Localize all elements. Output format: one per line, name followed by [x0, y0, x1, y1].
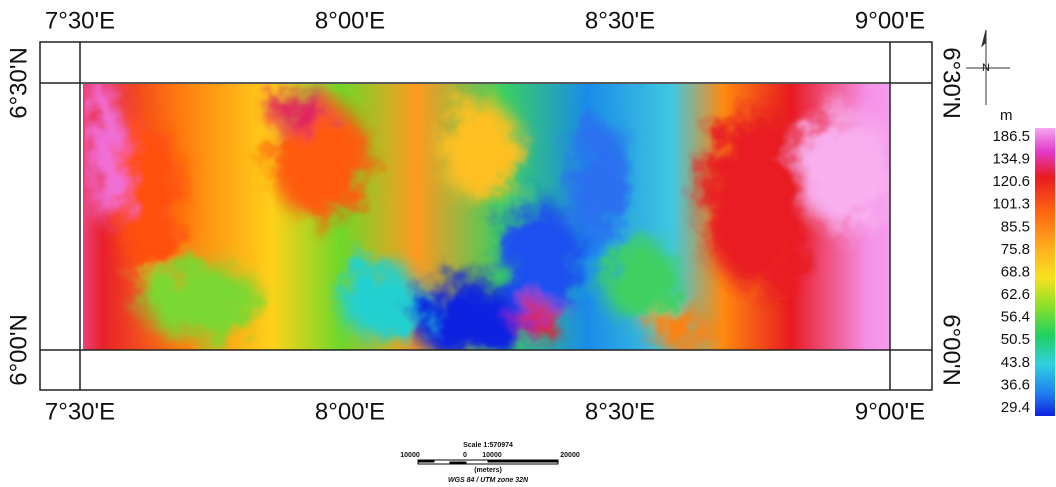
right-lat-label: 6°30'N [938, 47, 965, 119]
legend-value: 29.4 [1001, 399, 1030, 416]
top-lon-label: 7°30'E [45, 7, 115, 34]
legend-value: 120.6 [992, 173, 1030, 190]
map-figure: N m 7°30'E 8°00'E 8°30'E 9°00'E 7°30'E 8°00'E… [0, 0, 1056, 487]
legend-value: 101.3 [992, 196, 1030, 213]
scale-unit: (meters) [474, 467, 502, 474]
legend-value: 36.6 [1001, 376, 1030, 393]
legend-value: 56.4 [1001, 309, 1030, 326]
scale-tick-label: 10000 [400, 452, 420, 459]
legend-value: 75.8 [1001, 241, 1030, 258]
bottom-lon-label: 8°30'E [585, 398, 655, 425]
legend-value: 134.9 [992, 151, 1030, 168]
legend-value: 68.8 [1001, 263, 1030, 280]
top-lon-label: 8°30'E [585, 7, 655, 34]
legend-value: 85.5 [1001, 218, 1030, 235]
scale-tick-label: 0 [463, 452, 467, 459]
bottom-lon-label: 9°00'E [855, 398, 925, 425]
scale-title: Scale 1:570974 [463, 442, 513, 449]
scale-tick-label: 10000 [482, 452, 502, 459]
scale-tick-label: 20000 [560, 452, 580, 459]
legend-value: 50.5 [1001, 331, 1030, 348]
top-lon-label: 9°00'E [855, 7, 925, 34]
elevation-raster [60, 60, 910, 370]
left-lat-label: 6°00'N [5, 314, 32, 386]
legend-colorbar [1035, 128, 1055, 416]
bottom-lon-label: 8°00'E [315, 398, 385, 425]
right-lat-label: 6°00'N [938, 314, 965, 386]
bottom-lon-label: 7°30'E [45, 398, 115, 425]
projection: WGS 84 / UTM zone 32N [448, 477, 529, 484]
legend-value: 62.6 [1001, 286, 1030, 303]
north-label: N [982, 62, 990, 74]
top-lon-label: 8°00'E [315, 7, 385, 34]
legend-value: 186.5 [992, 128, 1030, 145]
legend-value: 43.8 [1001, 354, 1030, 371]
legend-unit: m [1000, 107, 1013, 124]
scale-bar [418, 460, 558, 464]
left-lat-label: 6°30'N [5, 47, 32, 119]
